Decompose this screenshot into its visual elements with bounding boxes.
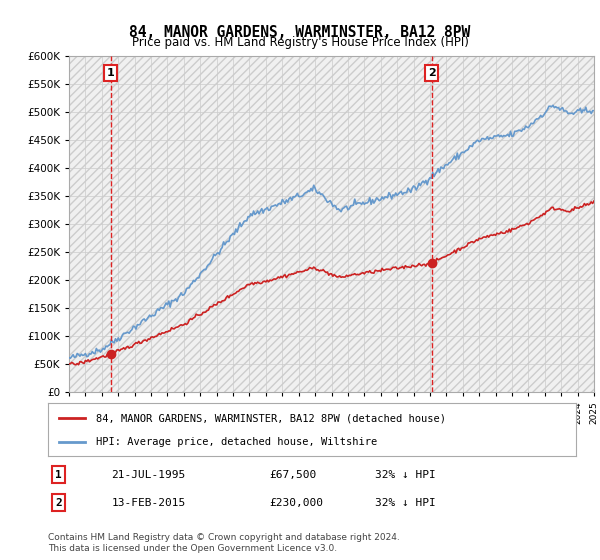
Text: 84, MANOR GARDENS, WARMINSTER, BA12 8PW: 84, MANOR GARDENS, WARMINSTER, BA12 8PW (130, 25, 470, 40)
Text: 1: 1 (107, 68, 115, 78)
Text: 13-FEB-2015: 13-FEB-2015 (112, 498, 185, 507)
Text: HPI: Average price, detached house, Wiltshire: HPI: Average price, detached house, Wilt… (95, 436, 377, 446)
Text: £67,500: £67,500 (270, 470, 317, 479)
Text: £230,000: £230,000 (270, 498, 324, 507)
Text: Price paid vs. HM Land Registry's House Price Index (HPI): Price paid vs. HM Land Registry's House … (131, 36, 469, 49)
Text: 2: 2 (428, 68, 436, 78)
Text: 32% ↓ HPI: 32% ↓ HPI (376, 470, 436, 479)
Text: Contains HM Land Registry data © Crown copyright and database right 2024.
This d: Contains HM Land Registry data © Crown c… (48, 533, 400, 553)
Bar (69, 56, 594, 392)
Text: 84, MANOR GARDENS, WARMINSTER, BA12 8PW (detached house): 84, MANOR GARDENS, WARMINSTER, BA12 8PW … (95, 413, 446, 423)
Text: 1: 1 (55, 470, 62, 479)
Text: 21-JUL-1995: 21-JUL-1995 (112, 470, 185, 479)
Text: 2: 2 (55, 498, 62, 507)
Text: 32% ↓ HPI: 32% ↓ HPI (376, 498, 436, 507)
